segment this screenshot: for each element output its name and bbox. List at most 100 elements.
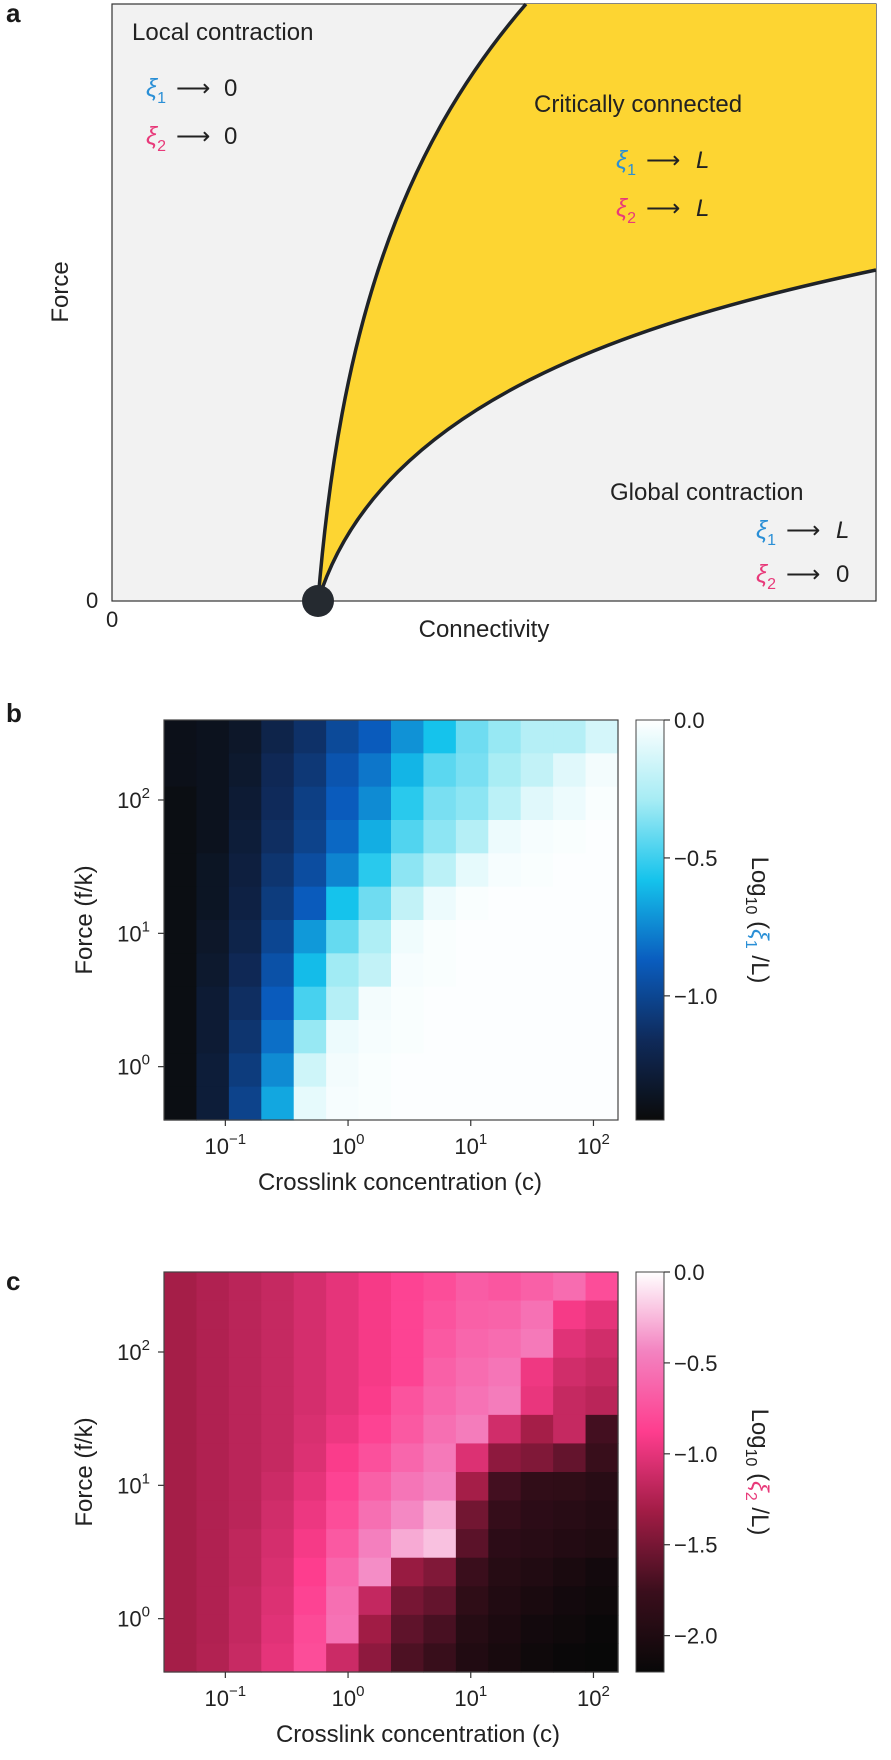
heatmap-cell (164, 1414, 198, 1445)
heatmap-c-ylabel: Force (f/k) (71, 1417, 98, 1526)
heatmap-cell (423, 1500, 457, 1530)
heatmap-cell (164, 1053, 198, 1088)
heatmap-cell (488, 753, 522, 788)
heatmap-cell (488, 1500, 522, 1530)
heatmap-cell (520, 886, 554, 921)
heatmap-cell (326, 1272, 360, 1302)
heatmap-cell (488, 886, 522, 921)
heatmap-cell (164, 1500, 198, 1530)
heatmap-cell (585, 1329, 619, 1359)
heatmap-cell (423, 820, 457, 854)
heatmap-cell (520, 753, 554, 788)
heatmap-cell (326, 1086, 360, 1121)
heatmap-cell (196, 1329, 230, 1359)
heatmap-cell (164, 786, 198, 821)
heatmap-cell (488, 986, 522, 1021)
heatmap-cell (553, 1557, 587, 1587)
heatmap-cell (228, 886, 262, 921)
y-tick-label: 102 (117, 785, 150, 813)
heatmap-cell (488, 786, 522, 821)
heatmap-cell (196, 786, 230, 821)
heatmap-cell (358, 1557, 392, 1587)
x-tick-label: 10−1 (205, 1683, 247, 1711)
heatmap-cell (553, 986, 587, 1021)
y-tick-label: 102 (117, 1337, 150, 1365)
heatmap-cell (293, 1414, 327, 1445)
xi1-value: L (836, 517, 849, 544)
heatmap-cell (164, 986, 198, 1021)
heatmap-cell (326, 1329, 360, 1359)
heatmap-cell (455, 753, 489, 788)
heatmap-cell (423, 1472, 457, 1502)
heatmap-cell (585, 886, 619, 921)
heatmap-cell (585, 1272, 619, 1302)
heatmap-cell (585, 853, 619, 888)
heatmap-cell (520, 920, 554, 954)
heatmap-cell (228, 1386, 262, 1416)
xi1-arrow: ⟶ (786, 517, 820, 544)
x-tick-label: 100 (332, 1683, 365, 1711)
heatmap-cell (520, 1272, 554, 1302)
heatmap-cell (553, 1272, 587, 1302)
xi2-value: 0 (836, 561, 849, 588)
heatmap-cell (293, 1357, 327, 1387)
region-title: Global contraction (610, 479, 803, 506)
heatmap-cell (423, 1086, 457, 1121)
colorbar-tick-label: 0.0 (674, 1260, 705, 1285)
x-tick-label: 102 (577, 1131, 610, 1159)
heatmap-cell (164, 1020, 198, 1054)
heatmap-cell (293, 1614, 327, 1645)
heatmap-cell (423, 753, 457, 788)
heatmap-cell (261, 1357, 295, 1387)
heatmap-cell (261, 986, 295, 1021)
colorbar-tick-label: −1.5 (674, 1533, 717, 1558)
heatmap-cell (293, 1472, 327, 1502)
xi2-value: L (696, 195, 709, 222)
heatmap-cell (455, 1529, 489, 1559)
heatmap-cell (585, 1414, 619, 1445)
heatmap-cell (391, 1443, 425, 1473)
heatmap-cell (228, 1472, 262, 1502)
heatmap-cell (455, 886, 489, 921)
heatmap-cell (455, 986, 489, 1021)
heatmap-cell (358, 1586, 392, 1616)
heatmap-cell (261, 786, 295, 821)
heatmap-cell (423, 920, 457, 954)
heatmap-cell (455, 920, 489, 954)
heatmap-cell (293, 1272, 327, 1302)
heatmap-cell (585, 986, 619, 1021)
heatmap-cell (164, 1529, 198, 1559)
heatmap-cell (326, 1300, 360, 1330)
heatmap-cell (196, 1443, 230, 1473)
heatmap-cell (423, 953, 457, 988)
colorbar-tick-label: −1.0 (674, 1442, 717, 1467)
heatmap-cell (423, 1300, 457, 1330)
heatmap-cell (358, 1414, 392, 1445)
heatmap-cell (358, 786, 392, 821)
heatmap-cell (293, 1557, 327, 1587)
heatmap-cell (423, 786, 457, 821)
heatmap-cell (585, 920, 619, 954)
colorbar-b (635, 719, 665, 1121)
heatmap-cell (391, 720, 425, 754)
y-axis-label: Force (47, 261, 74, 322)
heatmap-b-ticks: 10−1 100 101 102 100 101 102 (117, 785, 610, 1159)
heatmap-cell (261, 1272, 295, 1302)
heatmap-cell (293, 920, 327, 954)
heatmap-cell (228, 1300, 262, 1330)
heatmap-cell (391, 1557, 425, 1587)
heatmap-cell (520, 1472, 554, 1502)
heatmap-cell (164, 1329, 198, 1359)
x-tick-label: 102 (577, 1683, 610, 1711)
heatmap-cell (326, 820, 360, 854)
heatmap-cell (326, 1386, 360, 1416)
heatmap-cell (391, 753, 425, 788)
heatmap-cell (553, 1614, 587, 1645)
heatmap-cell (358, 820, 392, 854)
heatmap-cell (293, 1643, 327, 1673)
heatmap-cell (488, 1086, 522, 1121)
heatmap-cell (391, 1300, 425, 1330)
heatmap-cell (358, 853, 392, 888)
heatmap-cell (520, 1586, 554, 1616)
